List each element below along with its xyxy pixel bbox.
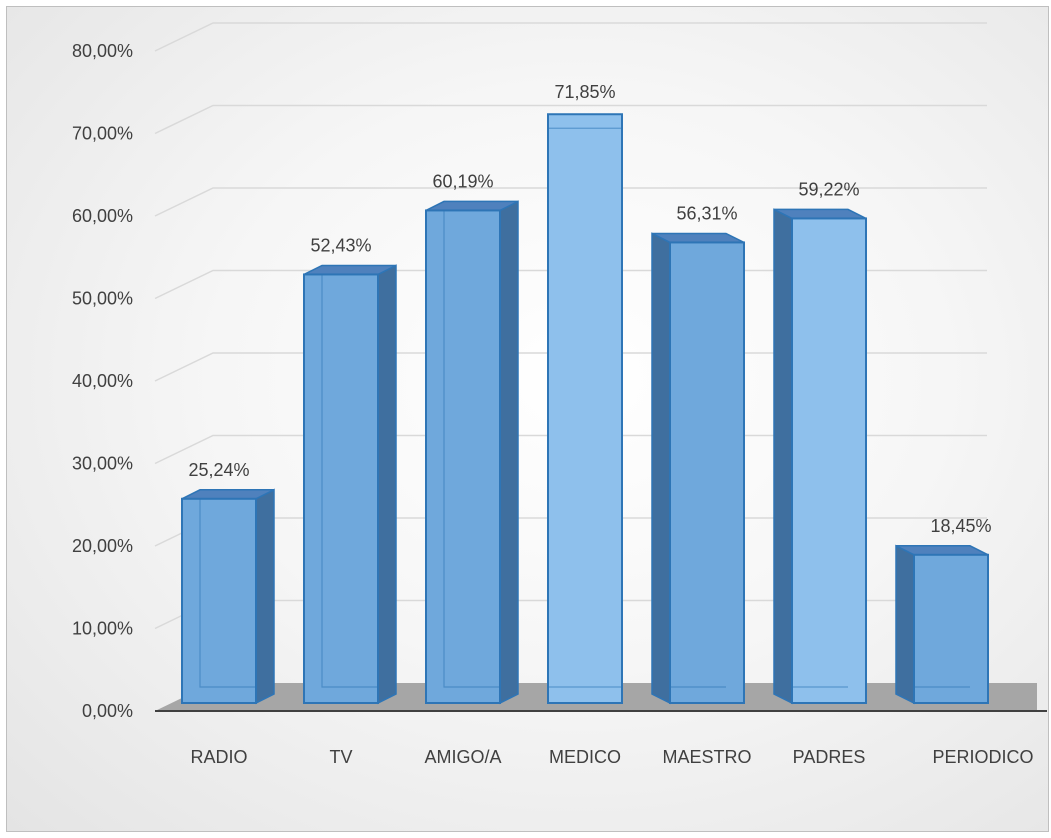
bar-front-face <box>669 241 745 704</box>
x-category-label: MAESTRO <box>662 747 751 767</box>
y-tick-label: 50,00% <box>72 289 133 309</box>
y-tick-label: 40,00% <box>72 371 133 391</box>
bar-front-face <box>303 273 379 704</box>
data-label: 71,85% <box>554 82 615 102</box>
x-category-label: PERIODICO <box>932 747 1033 767</box>
bar-inner-edge <box>791 218 848 688</box>
data-labels: 25,24% 52,43% 60,19% 71,85% 56,31% 59,22% 18,4… <box>188 82 991 536</box>
bar-side-face <box>651 232 671 705</box>
x-axis-category-labels: RADIO TV AMIGO/A MEDICO MAESTRO PADRES PERIODI… <box>190 747 1033 767</box>
y-tick-label: 10,00% <box>72 619 133 639</box>
bar-side-face <box>255 488 275 705</box>
bar-inner-edge <box>547 128 622 688</box>
bar-side-face <box>377 264 397 705</box>
gridline <box>154 22 987 52</box>
bar-chart: 0,00% 10,00% 20,00% 30,00% 40,00% 50,00% 60,00… <box>72 22 1047 767</box>
bars <box>181 113 989 705</box>
bar <box>773 208 867 705</box>
data-label: 59,22% <box>798 179 859 199</box>
y-tick-label: 60,00% <box>72 206 133 226</box>
bar-front-face <box>547 113 623 705</box>
bar-top-face <box>773 208 867 220</box>
bar-front-face <box>791 217 867 704</box>
x-category-label: PADRES <box>793 747 866 767</box>
data-label: 52,43% <box>310 235 371 255</box>
gridlines <box>154 22 987 630</box>
x-category-label: MEDICO <box>549 747 621 767</box>
y-tick-label: 80,00% <box>72 41 133 61</box>
bar-inner-edge <box>913 554 970 688</box>
bar <box>303 264 397 705</box>
bar-top-face <box>425 200 519 212</box>
bar-inner-edge <box>199 498 256 688</box>
y-tick-label: 20,00% <box>72 536 133 556</box>
x-category-label: AMIGO/A <box>424 747 501 767</box>
bar-side-face <box>895 544 915 705</box>
bar-inner-edge <box>669 242 726 688</box>
bar-side-face <box>499 200 519 705</box>
x-category-label: RADIO <box>190 747 247 767</box>
y-tick-label: 70,00% <box>72 124 133 144</box>
bar-front-face <box>913 553 989 704</box>
gridline <box>154 104 987 135</box>
y-axis-tick-labels: 0,00% 10,00% 20,00% 30,00% 40,00% 50,00% 60,00… <box>72 41 133 721</box>
bar <box>181 488 275 705</box>
bar-inner-edge <box>443 210 500 688</box>
bar-front-face <box>181 497 257 704</box>
data-label: 25,24% <box>188 460 249 480</box>
data-label: 56,31% <box>676 203 737 223</box>
data-label: 18,45% <box>930 516 991 536</box>
chart-frame: 0,00% 10,00% 20,00% 30,00% 40,00% 50,00% 60,00… <box>6 6 1049 832</box>
bar-top-face <box>651 232 745 244</box>
bar-top-face <box>181 489 275 500</box>
bar-top-face <box>895 545 989 556</box>
x-category-label: TV <box>329 747 352 767</box>
y-tick-label: 30,00% <box>72 454 133 474</box>
bar-top-face <box>303 264 397 276</box>
bar <box>425 200 519 705</box>
bar-front-face <box>425 209 501 704</box>
bar-inner-edge <box>321 274 378 688</box>
y-tick-label: 0,00% <box>82 701 133 721</box>
bar <box>651 232 745 705</box>
data-label: 60,19% <box>432 171 493 191</box>
gridline <box>154 187 987 217</box>
bar <box>895 544 989 705</box>
bar-side-face <box>773 208 793 705</box>
bar <box>547 113 623 705</box>
